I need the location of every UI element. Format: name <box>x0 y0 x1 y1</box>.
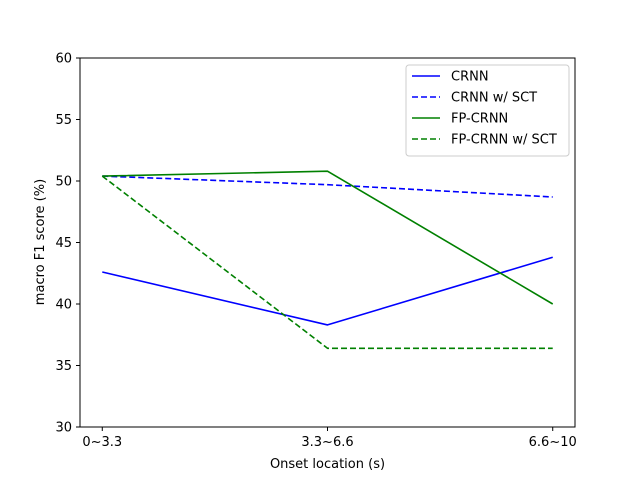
x-axis-label: Onset location (s) <box>270 457 385 472</box>
series-line-fp-crnn <box>102 170 554 305</box>
legend-label: FP-CRNN w/ SCT <box>451 133 557 148</box>
y-tick-label: 30 <box>55 421 72 436</box>
legend-label: CRNN w/ SCT <box>451 91 537 106</box>
x-tick-label: 6.6~10 <box>529 435 577 450</box>
legend-box <box>405 64 570 157</box>
x-tick-label: 3.3~6.6 <box>301 435 353 450</box>
x-tick-label: 0~3.3 <box>82 435 122 450</box>
y-axis-label: macro F1 score (%) <box>33 179 48 305</box>
y-tick-label: 45 <box>55 236 72 251</box>
series-line-fp-crnn-w-sct <box>101 175 553 350</box>
series-lines <box>101 170 554 350</box>
y-tick-label: 35 <box>55 359 72 374</box>
legend-label: CRNN <box>451 70 489 85</box>
y-tick-label: 50 <box>55 175 72 190</box>
y-tick-label: 40 <box>55 298 72 313</box>
y-tick-label: 55 <box>55 113 72 128</box>
series-line-crnn-w-sct <box>102 175 553 198</box>
y-tick-label: 60 <box>55 52 72 67</box>
axes: 30 35 40 45 50 55 60 0~3.3 3.3~6.6 6.6~10 <box>55 52 576 451</box>
legend: CRNN CRNN w/ SCT FP-CRNN FP-CRNN w/ SCT <box>405 64 570 157</box>
legend-label: FP-CRNN <box>451 112 508 127</box>
series-line-crnn <box>102 256 553 326</box>
